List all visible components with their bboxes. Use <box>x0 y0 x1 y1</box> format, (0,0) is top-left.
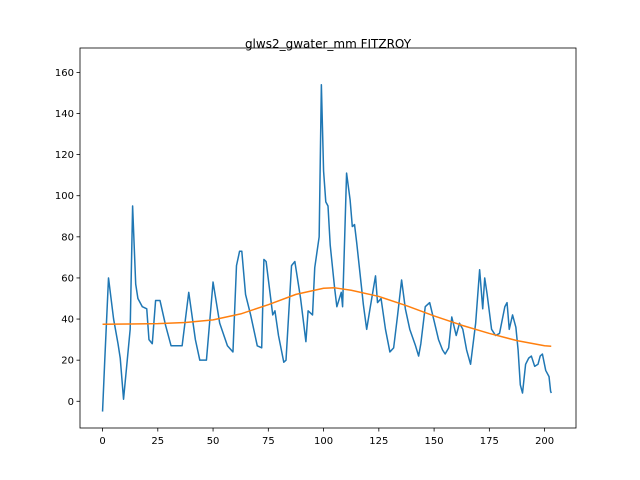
x-tick-label: 0 <box>99 436 105 447</box>
x-tick-label: 175 <box>480 436 499 447</box>
x-tick-label: 200 <box>535 436 554 447</box>
chart-title: glws2_gwater_mm FITZROY <box>245 37 412 51</box>
x-tick-label: 125 <box>369 436 388 447</box>
y-tick-label: 0 <box>68 397 74 408</box>
y-tick-label: 60 <box>61 273 74 284</box>
y-tick-label: 160 <box>55 68 74 79</box>
y-tick-label: 100 <box>55 191 74 202</box>
y-tick-label: 80 <box>61 232 74 243</box>
y-tick-label: 20 <box>61 356 74 367</box>
y-tick-label: 40 <box>61 315 74 326</box>
plot-frame <box>79 47 577 429</box>
y-tick-label: 120 <box>55 150 74 161</box>
y-tick-label: 140 <box>55 109 74 120</box>
x-tick-label: 100 <box>314 436 333 447</box>
x-tick-label: 150 <box>425 436 444 447</box>
x-tick-label: 75 <box>262 436 275 447</box>
data-line <box>102 287 552 347</box>
x-tick-label: 50 <box>207 436 220 447</box>
data-line <box>101 83 552 412</box>
x-tick-label: 25 <box>151 436 164 447</box>
